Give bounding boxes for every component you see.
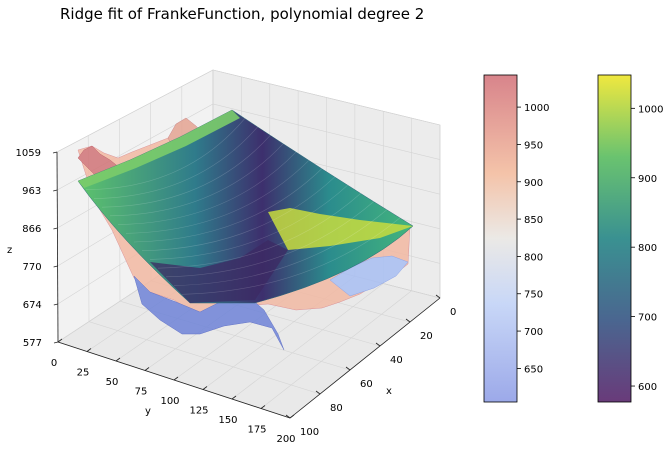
fit-mesh-line: [93, 126, 259, 199]
colorbar-tick-label: 600: [638, 382, 657, 393]
x-tick-label: 80: [330, 403, 343, 414]
colorbar-tick-label: 850: [524, 215, 543, 226]
fit-mesh-line: [133, 167, 323, 243]
fit-mesh-line: [109, 142, 284, 217]
y-tick-mark: [260, 405, 266, 409]
colorbar-viridis-ticks: 600 700 800 900 1000: [631, 104, 663, 393]
z-tick-label: 577: [23, 338, 42, 349]
z-tick-mark: [53, 189, 58, 192]
y-axis-ticks: 0 25 50 75 100 125 150 175 200: [51, 338, 296, 445]
chart-title: Ridge fit of FrankeFunction, polynomial …: [60, 5, 424, 23]
x-tick-mark: [375, 342, 381, 347]
fit-surface: [77, 109, 414, 304]
x-tick-mark: [345, 366, 351, 371]
y-tick-mark: [289, 414, 295, 419]
y-tick-label: 0: [51, 358, 57, 369]
y-tick-mark: [231, 395, 237, 400]
z-tick-mark: [53, 341, 59, 344]
x-tick-label: 0: [450, 307, 456, 318]
z-tick-mark: [53, 303, 58, 306]
y-tick-mark: [144, 367, 150, 371]
fit-surface-mesh: [85, 118, 401, 295]
colorbar-tick-label: 1000: [524, 103, 549, 114]
y-tick-label: 125: [189, 406, 208, 417]
fit-mesh-line: [125, 159, 310, 234]
colorbar-tick-label: 650: [524, 364, 543, 375]
z-tick-mark: [52, 151, 58, 154]
colorbar-tick-label: 700: [524, 327, 543, 338]
x-tick-label: 40: [390, 355, 403, 366]
colorbar-tick-label: 750: [524, 290, 543, 301]
z-axis-label: z: [7, 245, 12, 256]
colorbar-tick-label: 950: [524, 140, 543, 151]
fit-surface-patch: [77, 109, 414, 304]
y-tick-label: 175: [247, 425, 266, 436]
x-tick-label: 100: [300, 427, 319, 438]
x-tick-mark: [405, 318, 411, 323]
grid-line-x: [87, 135, 321, 395]
colorbar-tick-label: 900: [524, 178, 543, 189]
y-tick-label: 75: [135, 387, 148, 398]
y-tick-label: 150: [218, 415, 237, 426]
y-tick-label: 50: [106, 377, 119, 388]
x-axis-ticks: 0 20 40 60 80 100: [285, 294, 456, 438]
x-tick-label: 20: [420, 331, 433, 342]
z-tick-label: 866: [22, 224, 41, 235]
y-tick-label: 25: [77, 368, 90, 379]
fit-surface-valley: [150, 240, 288, 303]
colorbar-viridis: [597, 74, 632, 403]
x-tick-mark: [435, 294, 441, 299]
fit-mesh-line: [181, 217, 401, 295]
y-tick-mark: [57, 338, 63, 343]
fit-mesh-line: [101, 134, 272, 208]
y-tick-mark: [86, 348, 92, 352]
y-tick-mark: [202, 386, 208, 390]
x-tick-mark: [285, 414, 291, 419]
x-axis-label: x: [386, 386, 392, 397]
fit-mesh-line: [157, 192, 362, 269]
z-tick-label: 674: [23, 300, 42, 311]
x-tick-mark: [315, 390, 321, 395]
data-surface-front-low: [133, 275, 285, 351]
y-axis-label: y: [145, 406, 151, 417]
y-tick-label: 200: [276, 434, 295, 445]
y-tick-mark: [173, 376, 179, 381]
z-tick-label: 1059: [16, 148, 41, 159]
colorbar-coolwarm-ticks: 650 700 750 800 850 900 950 1000: [517, 103, 549, 375]
fit-mesh-line: [165, 200, 375, 278]
x-tick-label: 60: [360, 379, 373, 390]
fit-surface-left-rim: [78, 110, 240, 188]
z-tick-mark: [53, 265, 58, 268]
y-tick-mark: [115, 357, 121, 362]
colorbar-tick-label: 700: [638, 313, 657, 324]
y-tick-label: 100: [160, 396, 179, 407]
z-tick-mark: [53, 227, 58, 230]
colorbar-tick-label: 800: [524, 252, 543, 263]
colorbar-tick-label: 800: [638, 243, 657, 254]
z-axis-ticks: 577 674 770 866 963 1059: [16, 148, 59, 349]
fit-mesh-line: [141, 176, 336, 252]
fit-mesh-line: [117, 151, 297, 225]
z-tick-label: 770: [23, 262, 42, 273]
fit-mesh-line: [149, 184, 349, 260]
z-axis-line: [56, 151, 59, 343]
fit-surface-right-rim: [268, 208, 413, 250]
colorbar-tick-label: 900: [638, 174, 657, 185]
colorbar-coolwarm: [483, 74, 518, 403]
fit-mesh-line: [85, 118, 246, 191]
fit-mesh-line: [173, 209, 388, 286]
x-axis-line: [289, 297, 441, 419]
colorbar-tick-label: 1000: [638, 104, 663, 115]
z-tick-label: 963: [22, 186, 41, 197]
